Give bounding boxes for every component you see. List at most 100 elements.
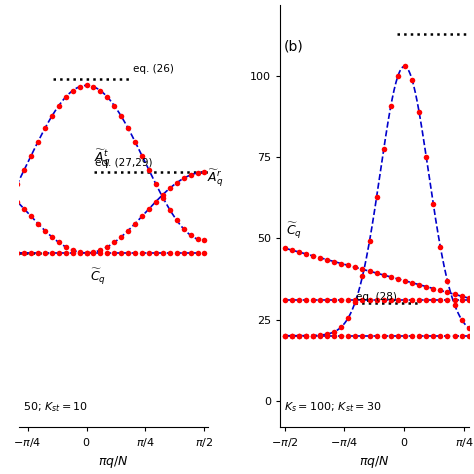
Point <box>55 249 63 257</box>
Point <box>288 296 295 304</box>
Point <box>302 296 310 304</box>
Point <box>138 152 146 160</box>
Point <box>323 330 331 338</box>
Point <box>118 112 125 120</box>
Point <box>110 102 118 109</box>
Point <box>145 166 153 174</box>
Point <box>281 332 288 339</box>
Point <box>444 289 451 296</box>
Point <box>408 296 416 304</box>
Point <box>288 246 295 254</box>
Point <box>295 248 302 256</box>
Point <box>373 332 381 339</box>
Point <box>7 194 14 201</box>
Point <box>110 249 118 257</box>
Point <box>166 206 173 213</box>
Point <box>387 332 394 339</box>
Point <box>124 227 132 234</box>
Point <box>437 296 444 304</box>
Point <box>352 296 359 304</box>
Point <box>180 249 187 257</box>
Point <box>173 217 181 224</box>
Point <box>472 296 474 304</box>
Point <box>415 281 423 289</box>
Point <box>152 249 160 257</box>
Point <box>465 294 473 302</box>
Point <box>131 138 139 146</box>
Point <box>380 271 388 279</box>
Point <box>69 249 76 257</box>
Point <box>352 264 359 271</box>
Text: (b): (b) <box>284 39 304 53</box>
Point <box>316 254 324 262</box>
Point <box>201 237 208 244</box>
Point <box>288 332 295 339</box>
Point <box>366 296 374 304</box>
Point <box>62 249 70 257</box>
Point <box>337 323 345 331</box>
Point <box>145 249 153 257</box>
Point <box>131 249 139 257</box>
Point <box>7 191 14 199</box>
Point <box>152 181 160 188</box>
Point <box>437 287 444 294</box>
Text: $\widetilde{A}_q^r$: $\widetilde{A}_q^r$ <box>207 168 223 189</box>
Point <box>394 73 401 80</box>
Point <box>48 249 55 257</box>
Point <box>323 256 331 264</box>
Point <box>373 193 381 201</box>
Point <box>394 275 401 283</box>
Point <box>103 93 111 101</box>
Point <box>451 291 458 298</box>
X-axis label: $\pi q/N$: $\pi q/N$ <box>359 454 390 470</box>
Point <box>345 296 352 304</box>
Point <box>366 332 374 339</box>
Point <box>309 252 317 260</box>
Point <box>97 249 104 257</box>
Point <box>159 191 167 199</box>
Point <box>429 201 437 208</box>
Point <box>345 262 352 269</box>
Point <box>131 220 139 228</box>
Point <box>422 283 430 291</box>
Point <box>281 332 288 339</box>
Point <box>394 332 401 339</box>
Point <box>27 212 35 220</box>
Point <box>387 296 394 304</box>
Point <box>159 249 167 257</box>
Point <box>0 184 7 192</box>
Point <box>316 332 324 339</box>
Point <box>20 166 28 174</box>
Point <box>97 246 104 254</box>
Point <box>323 332 331 339</box>
Point <box>394 296 401 304</box>
Point <box>387 102 394 110</box>
Point <box>359 273 366 280</box>
Point <box>429 285 437 292</box>
Point <box>83 82 91 89</box>
Point <box>415 108 423 116</box>
Point <box>173 249 181 257</box>
Point <box>380 332 388 339</box>
Point <box>173 179 181 187</box>
Text: $K_s = 100$; $K_{st} = 30$: $K_s = 100$; $K_{st} = 30$ <box>284 400 382 413</box>
Text: $50$; $K_{st} = 10$: $50$; $K_{st} = 10$ <box>23 400 88 413</box>
Point <box>103 249 111 257</box>
Text: eq. (26): eq. (26) <box>133 64 174 74</box>
Point <box>429 296 437 304</box>
Point <box>309 332 317 339</box>
Point <box>110 238 118 246</box>
Point <box>309 296 317 304</box>
Point <box>27 249 35 257</box>
Point <box>20 205 28 213</box>
Point <box>352 332 359 339</box>
Point <box>187 249 194 257</box>
Point <box>145 205 153 213</box>
Point <box>76 83 83 91</box>
Point <box>62 93 70 101</box>
Point <box>316 296 324 304</box>
Point <box>166 249 173 257</box>
Point <box>194 236 201 243</box>
Point <box>373 296 381 304</box>
Point <box>295 296 302 304</box>
